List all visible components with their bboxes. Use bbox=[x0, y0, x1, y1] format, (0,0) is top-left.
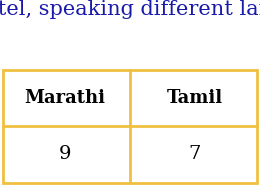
Text: Tamil: Tamil bbox=[167, 89, 223, 107]
Text: Marathi: Marathi bbox=[24, 89, 106, 107]
Text: 9: 9 bbox=[59, 145, 71, 164]
Text: stel, speaking different lan: stel, speaking different lan bbox=[0, 0, 260, 19]
Text: 7: 7 bbox=[189, 145, 201, 164]
